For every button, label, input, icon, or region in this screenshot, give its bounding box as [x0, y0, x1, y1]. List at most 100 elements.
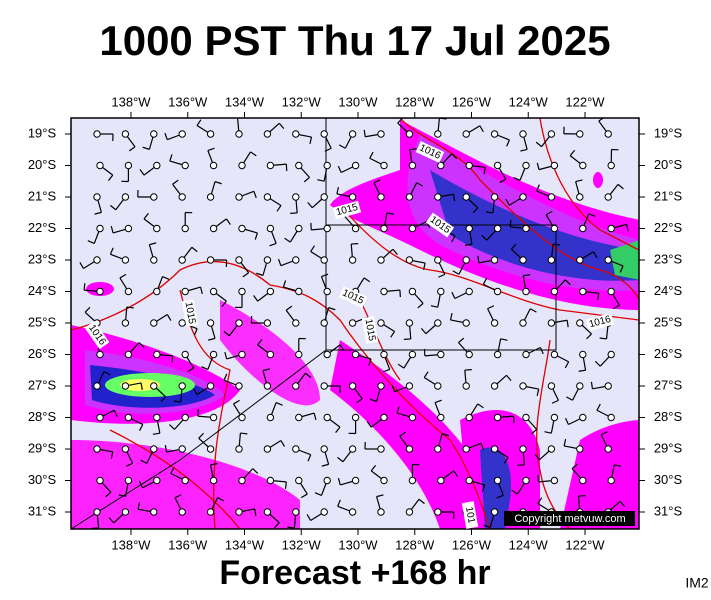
barb-flag — [109, 247, 114, 255]
longitude-label-bottom: 130°W — [338, 537, 378, 552]
isobar-label-group: 1015 — [181, 299, 199, 327]
barb-flag — [162, 276, 170, 280]
barb-flag — [496, 494, 504, 499]
barb-station — [266, 287, 275, 296]
barb-flag — [438, 273, 446, 278]
barb-station — [181, 161, 189, 170]
barb-flag — [128, 146, 136, 152]
longitude-label-bottom: 134°W — [225, 537, 265, 552]
barb-flag — [94, 211, 102, 215]
longitude-label-top: 132°W — [282, 94, 322, 109]
barb-flag — [396, 406, 400, 414]
barb-station — [178, 256, 186, 264]
barb-station — [550, 224, 559, 233]
barb-station — [579, 161, 587, 170]
barb-station — [576, 256, 584, 264]
barb-flag — [482, 277, 488, 285]
isobar-label: 1015 — [363, 318, 378, 342]
barb-flag — [143, 213, 149, 220]
barb-station — [263, 508, 272, 516]
barb-station — [263, 256, 272, 264]
barb-flag — [511, 489, 518, 495]
barb-station — [153, 413, 161, 422]
barb-station — [263, 382, 272, 390]
longitude-label-bottom: 122°W — [565, 537, 605, 552]
barb-flag — [317, 179, 325, 182]
barb-flag — [274, 522, 280, 529]
barb-station — [604, 130, 612, 138]
barb-flag — [196, 119, 202, 126]
barb-station — [150, 382, 158, 390]
barb-station — [121, 382, 130, 390]
barb-flag — [551, 399, 559, 404]
barb-station — [323, 476, 331, 485]
barb-flag — [139, 481, 144, 489]
map-area: Copyright metvuw.com 138°W 138°W 136°W 136°… — [28, 94, 683, 552]
barb-flag — [397, 363, 405, 369]
barb-station — [124, 476, 133, 485]
barb-station — [576, 382, 584, 390]
barb-station — [490, 256, 499, 264]
barb-flag — [233, 399, 240, 405]
barb-station — [323, 161, 331, 170]
barb-flag — [434, 399, 442, 404]
barb-flag — [592, 251, 598, 259]
barb-flag — [534, 453, 540, 461]
barb-flag — [173, 400, 181, 403]
barb-flag — [169, 154, 173, 162]
barb-flag — [600, 431, 608, 436]
barb-station — [266, 350, 275, 359]
barb-station — [124, 350, 133, 359]
copyright: Copyright metvuw.com — [514, 513, 625, 525]
isobar-label-bg — [181, 299, 199, 327]
barb-station — [181, 413, 189, 422]
barb-station — [550, 413, 559, 422]
barb-station — [351, 350, 360, 359]
barb-station — [178, 130, 186, 138]
barb-flag — [87, 240, 95, 244]
barb-station — [320, 445, 328, 453]
barb-station — [405, 508, 414, 516]
barb-station — [380, 161, 388, 170]
barb-flag — [198, 432, 204, 439]
barb-flag — [420, 327, 427, 335]
longitude-label-top: 134°W — [225, 94, 265, 109]
latitude-label-right: 19°S — [654, 125, 683, 140]
barb-flag — [337, 165, 342, 173]
barb-station — [493, 350, 502, 359]
barb-flag — [480, 443, 485, 451]
barb-flag — [452, 194, 456, 202]
barb-station — [607, 161, 615, 170]
longitude-label-bottom: 138°W — [111, 537, 151, 552]
barb-flag — [149, 242, 157, 246]
barb-station — [490, 445, 499, 453]
barb-flag — [242, 272, 249, 278]
barb-station — [348, 319, 357, 327]
barb-station — [434, 130, 442, 138]
barb-station — [238, 224, 246, 233]
barb-flag — [324, 147, 332, 152]
barb-flag — [552, 243, 561, 246]
barb-station — [408, 350, 417, 359]
region-boxes — [70, 118, 557, 530]
copyright-box — [504, 511, 635, 526]
barb-station — [462, 319, 470, 327]
barb-flag — [376, 494, 384, 498]
barb-station — [295, 476, 303, 485]
barb-station — [550, 161, 559, 170]
barb-flag — [142, 146, 150, 150]
barb-flag — [280, 440, 286, 447]
barb-flag — [596, 403, 601, 411]
barb-flag — [510, 243, 517, 250]
barb-station — [181, 476, 189, 485]
barb-station — [96, 287, 104, 296]
barb-station — [153, 476, 161, 485]
isobar-label-bg — [461, 501, 479, 529]
barb-station — [93, 256, 101, 264]
barb-flag — [321, 463, 329, 467]
barb-station — [579, 224, 587, 233]
barb-flag — [453, 470, 459, 477]
barb-flag — [172, 179, 179, 185]
barb-station — [178, 445, 186, 453]
barb-station — [292, 445, 300, 453]
